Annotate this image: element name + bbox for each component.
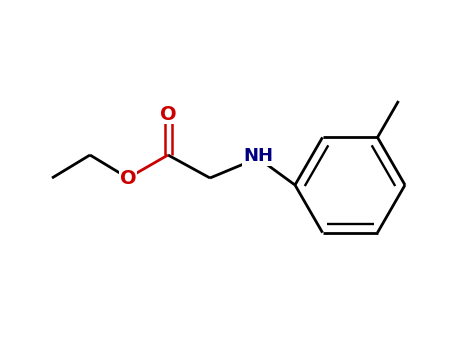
- Text: O: O: [120, 168, 136, 188]
- Text: O: O: [160, 105, 177, 124]
- Text: NH: NH: [243, 147, 273, 165]
